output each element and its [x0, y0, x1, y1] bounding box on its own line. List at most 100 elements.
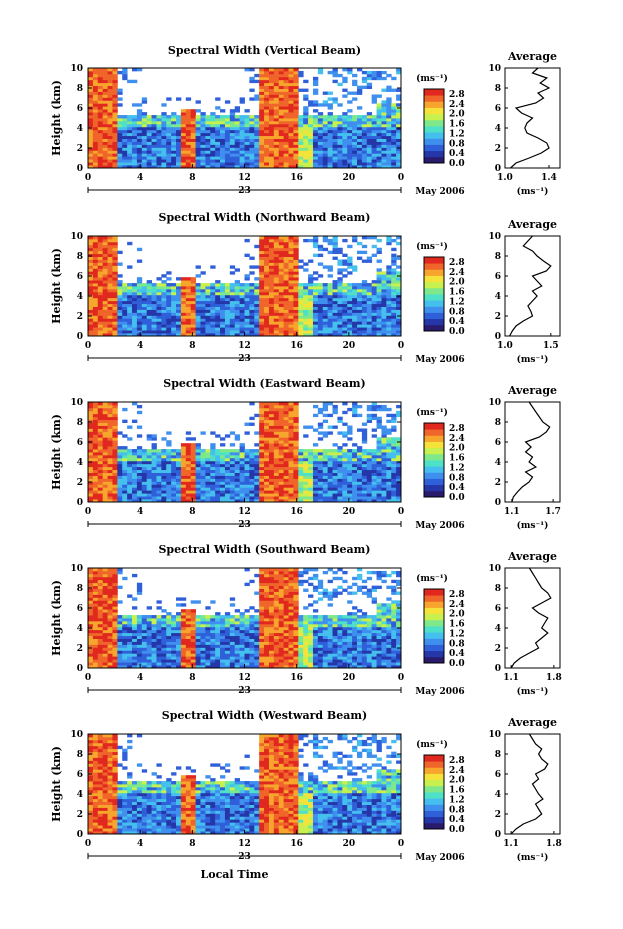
heatmap-cell	[102, 115, 108, 119]
heatmap-cell	[122, 449, 128, 453]
heatmap-cell	[268, 422, 275, 426]
heatmap-cell	[176, 463, 182, 468]
heatmap-cell	[151, 147, 157, 151]
heatmap-cell	[151, 475, 157, 479]
heatmap-cell	[273, 236, 280, 240]
heatmap-cell	[278, 306, 285, 310]
heatmap-cell	[352, 291, 358, 296]
heatmap-cell	[161, 472, 167, 476]
heatmap-cell	[278, 449, 285, 453]
heatmap-cell	[273, 138, 280, 142]
heatmap-cell	[312, 126, 319, 131]
heatmap-cell	[141, 478, 148, 482]
heatmap-cell	[185, 484, 192, 488]
heatmap-cell	[112, 238, 118, 243]
average-y-tick-label: 0	[495, 332, 501, 342]
average-x-label: (ms⁻¹)	[517, 354, 549, 365]
heatmap-cell	[132, 472, 138, 476]
heatmap-cell	[107, 277, 113, 281]
heatmap-cell	[293, 241, 299, 246]
heatmap-cell	[293, 487, 299, 491]
heatmap-cell	[205, 294, 211, 299]
heatmap-cell	[361, 115, 368, 119]
heatmap-cell	[210, 286, 216, 290]
heatmap-cell	[283, 333, 289, 337]
heatmap-cell	[283, 446, 289, 450]
heatmap-cell	[205, 129, 211, 134]
heatmap-cell	[259, 253, 265, 257]
heatmap-cell	[141, 490, 148, 494]
heatmap-cell	[249, 291, 255, 296]
heatmap-cell	[361, 294, 368, 299]
heatmap-cell	[132, 138, 138, 142]
heatmap-cell	[249, 132, 255, 137]
average-x-tick-label: 1.1	[504, 507, 520, 517]
heatmap-cell	[215, 138, 221, 142]
heatmap-cell	[97, 250, 104, 255]
heatmap-cell	[308, 330, 314, 334]
heatmap-cell	[366, 153, 373, 157]
heatmap-cell	[122, 460, 128, 465]
heatmap-cell	[151, 312, 157, 316]
heatmap-cell	[396, 265, 402, 269]
heatmap-cell	[97, 138, 104, 142]
heatmap-cell	[278, 91, 285, 95]
heatmap-cell	[97, 437, 104, 441]
heatmap-cell	[127, 312, 133, 316]
heatmap-cell	[190, 493, 196, 497]
heatmap-cell	[288, 85, 294, 89]
heatmap-cell	[122, 132, 128, 137]
heatmap-cell	[112, 404, 118, 409]
heatmap-cell	[332, 138, 338, 142]
heatmap-cell	[342, 478, 348, 482]
heatmap-cell	[190, 306, 196, 310]
heatmap-cell	[273, 434, 280, 438]
heatmap-cell	[141, 153, 148, 157]
heatmap-cell	[352, 318, 358, 322]
heatmap-cell	[229, 112, 236, 116]
heatmap-cell	[190, 499, 196, 503]
heatmap-cell	[249, 463, 255, 468]
heatmap-cell	[205, 153, 211, 157]
heatmap-cell	[239, 283, 245, 287]
heatmap-cell	[136, 159, 143, 163]
heatmap-cell	[273, 106, 280, 110]
heatmap-cell	[342, 410, 348, 415]
heatmap-cell	[92, 597, 99, 601]
heatmap-cell	[220, 115, 226, 119]
heatmap-cell	[264, 283, 270, 287]
heatmap-cell	[337, 490, 343, 494]
heatmap-cell	[205, 297, 211, 302]
heatmap-cell	[195, 291, 201, 296]
heatmap-cell	[298, 147, 304, 151]
heatmap-cell	[317, 120, 324, 125]
heatmap-cell	[117, 490, 123, 494]
heatmap-cell	[322, 402, 329, 406]
heatmap-cell	[278, 138, 285, 142]
heatmap-cell	[317, 288, 324, 293]
heatmap-cell	[102, 283, 108, 287]
heatmap-cell	[200, 156, 206, 160]
heatmap-cell	[92, 91, 99, 95]
heatmap-cell	[132, 499, 138, 503]
heatmap-cell	[107, 162, 113, 166]
heatmap-cell	[151, 333, 157, 337]
heatmap-cell	[205, 120, 211, 125]
heatmap-cell	[185, 147, 192, 151]
heatmap-cell	[88, 85, 94, 89]
heatmap-cell	[92, 286, 99, 290]
heatmap-cell	[102, 413, 108, 418]
heatmap-cell	[356, 446, 363, 450]
heatmap-cell	[376, 321, 382, 325]
heatmap-cell	[293, 410, 299, 415]
heatmap-cell	[327, 472, 333, 476]
heatmap-cell	[361, 126, 368, 131]
heatmap-cell	[278, 159, 285, 163]
heatmap-cell	[396, 156, 402, 160]
heatmap-cell	[317, 153, 324, 157]
heatmap-cell	[244, 118, 250, 122]
heatmap-cell	[396, 499, 402, 503]
heatmap-cell	[396, 321, 402, 325]
heatmap-cell	[312, 153, 319, 157]
heatmap-cell	[102, 94, 108, 98]
